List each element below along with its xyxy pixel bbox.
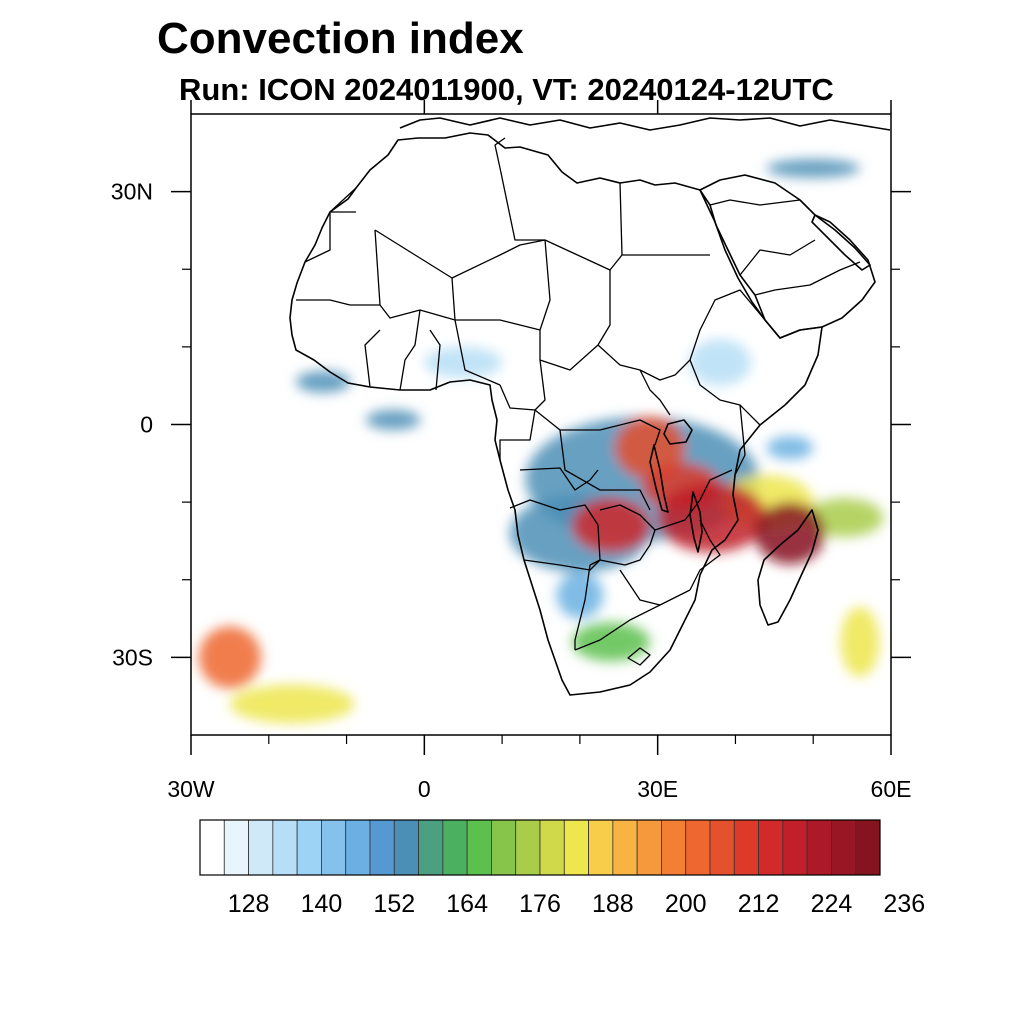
lat-tick-label: 0: [140, 412, 153, 438]
lake-victoria: [663, 419, 693, 445]
lon-tick-label: 60E: [871, 776, 912, 802]
colorbar-swatch: [539, 819, 565, 876]
arabia-coastline: [699, 174, 876, 339]
colorbar-label: 152: [373, 890, 415, 918]
colorbar-swatch: [248, 819, 274, 876]
country-borders: [296, 137, 861, 666]
convection-cell: [657, 482, 767, 553]
convection-cell: [296, 370, 351, 393]
convection-cell: [766, 159, 860, 178]
colorbar-swatch: [709, 819, 735, 876]
colorbar-label: 176: [519, 890, 561, 918]
map-background: [191, 114, 891, 735]
colorbar-swatch: [345, 819, 371, 876]
colorbar-swatch: [515, 819, 541, 876]
mediterranean-north-coast: [399, 117, 891, 131]
madagascar-coastline: [757, 509, 819, 626]
persian-gulf: [811, 214, 871, 271]
convection-cell: [754, 502, 825, 565]
colorbar-swatch: [466, 819, 492, 876]
lake-tanganyika: [649, 444, 669, 513]
lat-tick-label: 30N: [111, 179, 153, 205]
colorbar-label: 128: [228, 890, 270, 918]
colorbar-swatch: [685, 819, 711, 876]
colorbar-label: 212: [738, 890, 780, 918]
convection-cell: [229, 684, 355, 724]
lon-tick-label: 30E: [637, 776, 678, 802]
colorbar-label: 236: [883, 890, 925, 918]
convection-cell: [766, 436, 814, 460]
colorbar-swatch: [491, 819, 517, 876]
colorbar-swatch: [733, 819, 759, 876]
lat-tick-label: 30S: [112, 644, 153, 670]
colorbar-label: 164: [446, 890, 488, 918]
lon-tick-label: 30W: [167, 776, 215, 802]
plot-subtitle: Run: ICON 2024011900, VT: 20240124-12UTC: [179, 72, 834, 107]
convection-field-layer: [198, 159, 884, 724]
convection-cell: [840, 606, 880, 677]
colorbar-swatch: [393, 819, 419, 876]
colorbar-swatch: [612, 819, 638, 876]
colorbar-swatch: [223, 819, 249, 876]
colorbar-swatch: [418, 819, 444, 876]
convection-cell: [572, 498, 650, 553]
colorbar-swatch: [588, 819, 614, 876]
convection-cell: [688, 339, 752, 386]
colorbar-swatch: [296, 819, 322, 876]
colorbar-swatch: [636, 819, 662, 876]
colorbar-swatch: [442, 819, 468, 876]
lake-malawi: [689, 491, 703, 553]
colorbar-swatch: [855, 819, 881, 876]
colorbar-swatch: [563, 819, 589, 876]
lon-tick-label: 0: [418, 776, 431, 802]
convection-cell: [366, 409, 421, 430]
colorbar-swatch: [806, 819, 832, 876]
colorbar: 128 140 152 164 176 188 200 212 224 236: [199, 819, 925, 918]
colorbar-swatch: [321, 819, 347, 876]
axis-ticks: 30W 0 30E 60E 30N 0 30S: [111, 100, 912, 802]
convection-cell: [572, 622, 650, 662]
colorbar-label: 140: [301, 890, 343, 918]
colorbar-swatch: [758, 819, 784, 876]
convection-cell: [805, 498, 884, 538]
colorbar-swatch: [369, 819, 395, 876]
colorbar-swatch: [661, 819, 687, 876]
colorbar-swatch: [831, 819, 857, 876]
convection-cell: [556, 571, 604, 619]
colorbar-label: 188: [592, 890, 634, 918]
convection-cell: [614, 416, 685, 479]
colorbar-label: 200: [665, 890, 707, 918]
plot-title: Convection index: [157, 14, 524, 63]
colorbar-swatch: [272, 819, 298, 876]
colorbar-swatch: [782, 819, 808, 876]
colorbar-outline: [199, 819, 881, 876]
colorbar-swatch: [199, 819, 225, 876]
convection-cell: [198, 626, 261, 689]
colorbar-label: 224: [811, 890, 853, 918]
